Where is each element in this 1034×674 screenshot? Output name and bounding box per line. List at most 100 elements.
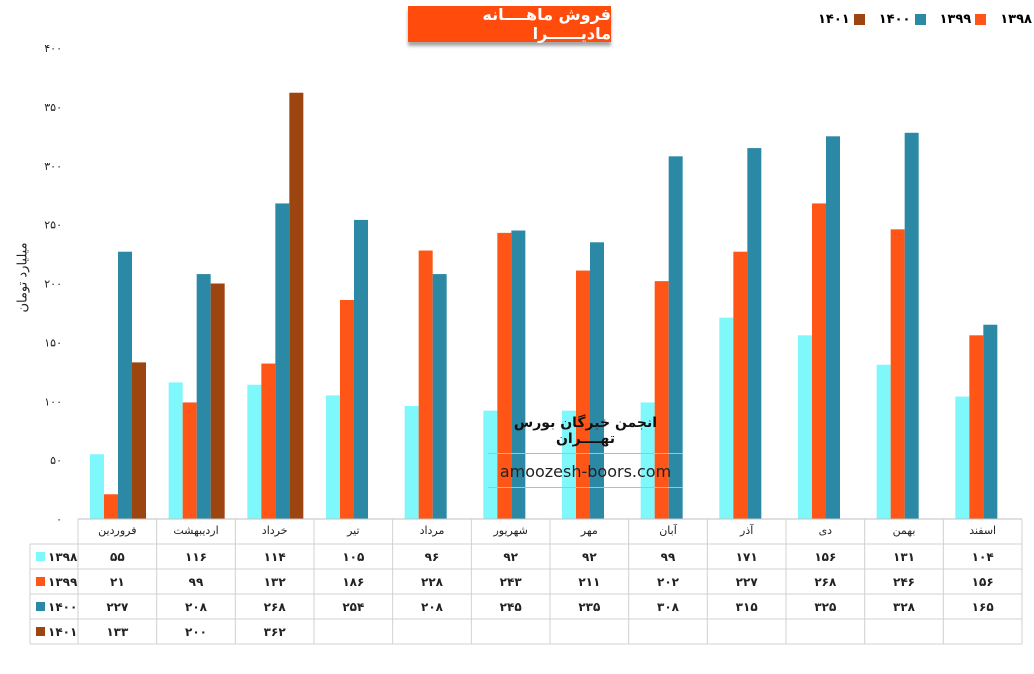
x-tick-label: بهمن (893, 524, 916, 537)
data-label: ۲۲۸ (421, 575, 444, 589)
x-tick-label: شهریور (492, 524, 527, 537)
data-label: ۹۲ (503, 550, 518, 564)
legend-label-1401: ۱۴۰۱ (818, 12, 850, 27)
data-label: ۲۵۴ (342, 600, 364, 614)
bar (747, 148, 762, 519)
x-tick-label: خرداد (262, 524, 288, 537)
legend-label-1398: ۱۳۹۸ (1000, 12, 1032, 27)
data-label: ۱۷۱ (736, 550, 758, 564)
bar (210, 283, 225, 519)
bar (969, 335, 984, 519)
bar (812, 203, 826, 519)
data-label: ۲۴۵ (500, 600, 522, 614)
x-tick-label: تیر (346, 524, 359, 537)
bar (719, 317, 734, 519)
y-tick-label: ۲۰۰ (44, 278, 62, 291)
bar (404, 405, 419, 519)
bar (590, 242, 604, 519)
bar (904, 132, 919, 519)
data-label: ۱۸۶ (342, 575, 364, 589)
x-tick-label: اسفند (969, 524, 996, 537)
table-legend-swatch (36, 602, 45, 611)
data-label: ۲۴۳ (500, 575, 523, 589)
bar (432, 274, 447, 519)
bar (497, 232, 512, 519)
bar (289, 92, 304, 520)
data-label: ۳۲۸ (893, 600, 916, 614)
table-series-name: ۱۴۰۰ (48, 600, 77, 614)
bar (326, 395, 340, 519)
x-tick-label: آذر (739, 523, 754, 537)
y-tick-label: ۴۰۰ (44, 42, 62, 55)
legend-item-1400: ۱۴۰۰ (879, 12, 926, 27)
y-tick-label: ۱۵۰ (44, 336, 62, 349)
data-label: ۱۱۶ (185, 550, 207, 564)
bar (247, 384, 262, 519)
legend-swatch-1401 (853, 14, 865, 25)
bar (955, 396, 970, 519)
y-tick-label: ۱۰۰ (44, 395, 62, 408)
watermark: انجمن خبرگان بورس تهــــران amoozesh-boo… (488, 415, 683, 488)
data-label: ۲۶۸ (814, 575, 837, 589)
data-label: ۲۰۲ (657, 575, 680, 589)
bar (983, 324, 998, 519)
bar (418, 250, 433, 519)
bar (261, 363, 276, 519)
x-tick-label: آبان (659, 523, 677, 537)
bar (168, 382, 183, 519)
data-label: ۲۱ (110, 575, 125, 589)
y-axis-label: میلیارد تومان (15, 242, 31, 313)
legend-item-1398: ۱۳۹۸ (1000, 12, 1034, 27)
chart-title: فروش ماهــــانه مادیــــــرا (408, 5, 611, 43)
y-tick-label: ۰ (56, 513, 62, 526)
bar (511, 230, 526, 519)
data-label: ۹۹ (189, 575, 204, 589)
bar (562, 410, 576, 519)
legend-swatch-1399 (975, 14, 987, 25)
x-tick-label: اردیبهشت (173, 524, 218, 537)
data-label: ۱۶۵ (972, 600, 994, 614)
bar (104, 494, 118, 519)
data-label: ۱۱۴ (264, 550, 286, 564)
legend: ۱۳۹۸ ۱۳۹۹ ۱۴۰۰ ۱۴۰۱ (818, 12, 1034, 27)
bar (196, 274, 211, 519)
table-legend-swatch (36, 552, 45, 561)
bar (90, 454, 104, 519)
data-label: ۳۲۵ (814, 600, 836, 614)
table-series-name: ۱۳۹۹ (48, 575, 78, 589)
y-tick-label: ۳۰۰ (44, 160, 62, 173)
data-label: ۳۰۸ (657, 600, 680, 614)
data-label: ۳۱۵ (736, 600, 758, 614)
data-label: ۲۰۰ (185, 625, 207, 639)
bar (576, 270, 590, 519)
bar (340, 299, 354, 519)
x-tick-label: مرداد (420, 524, 445, 537)
y-tick-label: ۳۵۰ (44, 101, 62, 114)
bar (890, 229, 905, 519)
data-label: ۳۶۲ (264, 625, 287, 639)
data-label: ۲۰۸ (185, 600, 208, 614)
bar (668, 156, 683, 519)
data-label: ۹۶ (425, 550, 440, 564)
table-legend-swatch (36, 627, 45, 636)
bar (798, 335, 812, 519)
data-label: ۱۰۵ (342, 550, 364, 564)
legend-label-1399: ۱۳۹۹ (939, 12, 972, 27)
bar (354, 219, 368, 520)
bar (275, 203, 290, 519)
data-label: ۵۵ (110, 550, 125, 564)
bar (118, 251, 132, 519)
x-tick-label: دی (819, 524, 833, 537)
data-label: ۱۵۶ (972, 575, 994, 589)
data-label: ۲۲۷ (736, 575, 759, 589)
bar (132, 362, 146, 519)
data-label: ۲۰۸ (421, 600, 444, 614)
data-label: ۱۳۳ (106, 625, 129, 639)
bar (654, 281, 669, 519)
data-label: ۱۵۶ (814, 550, 836, 564)
data-label: ۲۲۷ (106, 600, 129, 614)
y-tick-label: ۲۵۰ (44, 219, 62, 232)
data-label: ۲۴۶ (893, 575, 915, 589)
watermark-title: انجمن خبرگان بورس تهــــران (488, 415, 683, 454)
